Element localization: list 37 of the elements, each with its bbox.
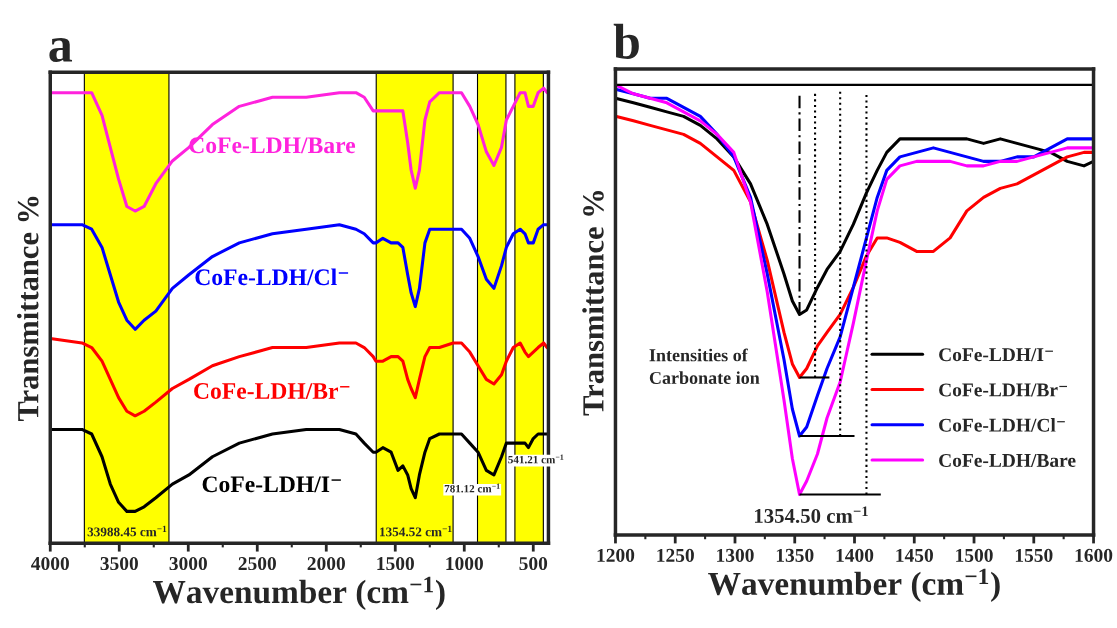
x-tick-label: 1350 xyxy=(776,548,814,562)
series-label: CoFe-LDH/I⁻ xyxy=(202,476,341,493)
x-axis-title: Wavenumber (cm$^{−1}$) xyxy=(708,568,1000,602)
x-tick-label: 1250 xyxy=(657,548,694,562)
x-tick-label: 500 xyxy=(519,556,548,571)
series-label: CoFe-LDH/Br⁻ xyxy=(194,383,350,399)
annotation: Intensities of Carbonate ion xyxy=(649,348,760,385)
x-tick-label: 4000 xyxy=(31,556,69,571)
band-label: 1354.52 cm$^{−1}$ xyxy=(380,525,452,537)
x-tick-label: 1300 xyxy=(717,548,754,562)
x-tick-label: 3000 xyxy=(169,556,207,571)
x-tick-label: 1500 xyxy=(956,548,993,562)
x-tick-label: 2500 xyxy=(238,556,276,571)
x-tick-label: 3500 xyxy=(100,556,138,571)
annotation: 781.12 cm$^{−1}$ xyxy=(444,483,500,493)
x-tick-label: 1400 xyxy=(836,548,874,562)
y-axis-title: Transmittance % xyxy=(582,191,604,416)
band-label: 33988.45 cm$^{−1}$ xyxy=(87,525,167,537)
x-tick-label: 1000 xyxy=(446,556,483,571)
series-label: CoFe-LDH/Bare xyxy=(189,137,356,154)
x-tick-label: 2000 xyxy=(307,556,345,571)
y-axis-title: Transmittance % xyxy=(17,196,39,422)
x-tick-label: 1600 xyxy=(1075,548,1113,562)
annotation: 541.21 cm$^{−1}$ xyxy=(508,454,564,464)
legend-label: CoFe-LDH/Bare xyxy=(939,453,1076,468)
x-tick-label: 1200 xyxy=(597,548,635,562)
x-tick-label: 1450 xyxy=(896,548,933,562)
legend-label: CoFe-LDH/Br⁻ xyxy=(939,383,1067,397)
legend-label: CoFe-LDH/I⁻ xyxy=(939,348,1053,362)
x-axis-title: Wavenumber (cm$^{−1}$) xyxy=(153,576,445,611)
series-label: CoFe-LDH/Cl⁻ xyxy=(195,268,349,286)
x-tick-label: 1550 xyxy=(1015,548,1053,562)
chart-title: a xyxy=(49,38,73,63)
x-tick-label: 1500 xyxy=(377,556,414,571)
chart-title: b xyxy=(613,23,639,59)
legend-label: CoFe-LDH/Cl⁻ xyxy=(939,418,1065,432)
annotation: 1354.50 cm$^{−1}$ xyxy=(754,506,868,524)
